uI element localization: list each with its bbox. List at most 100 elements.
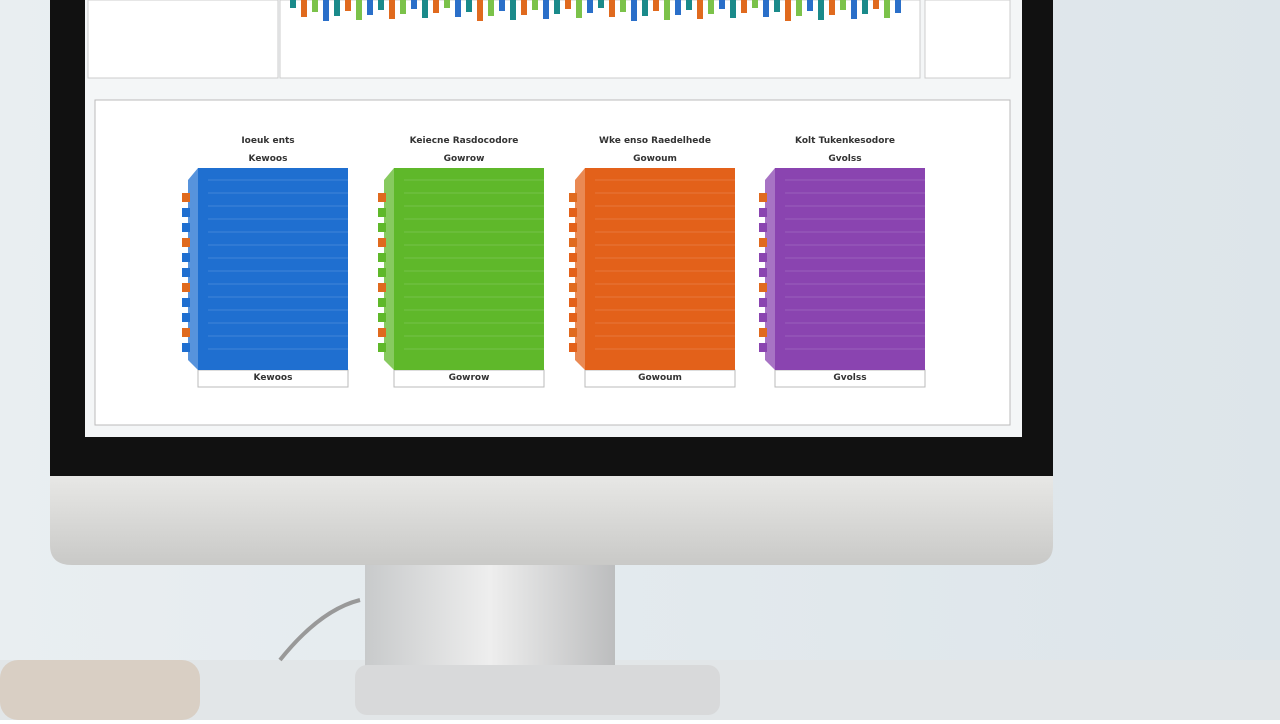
legend-swatch bbox=[182, 268, 190, 277]
box-front bbox=[198, 168, 348, 370]
legend-swatch bbox=[569, 283, 577, 292]
decor-bar bbox=[532, 0, 538, 10]
panel-subtitle: Gvolss bbox=[828, 154, 861, 164]
legend-swatch bbox=[378, 313, 386, 322]
panel-title: Keiecne Rasdocodore bbox=[410, 136, 519, 146]
panel-subtitle: Kewoos bbox=[249, 154, 288, 164]
legend-swatch bbox=[378, 208, 386, 217]
box-front bbox=[585, 168, 735, 370]
decor-bar bbox=[312, 0, 318, 12]
decor-bar bbox=[884, 0, 890, 18]
box-side bbox=[384, 168, 394, 370]
box-front bbox=[775, 168, 925, 370]
cable bbox=[278, 598, 361, 662]
decor-bar bbox=[488, 0, 494, 16]
legend-swatch bbox=[759, 193, 767, 202]
legend-swatch bbox=[759, 268, 767, 277]
legend-swatch bbox=[759, 223, 767, 232]
decor-bar bbox=[741, 0, 747, 13]
decor-bar bbox=[422, 0, 428, 18]
decor-bar bbox=[719, 0, 725, 9]
decor-bar bbox=[763, 0, 769, 17]
decor-bar bbox=[697, 0, 703, 19]
decor-bar bbox=[400, 0, 406, 14]
decor-bar bbox=[477, 0, 483, 21]
stand bbox=[365, 560, 615, 670]
decor-bar bbox=[642, 0, 648, 16]
legend-swatch bbox=[569, 193, 577, 202]
legend-swatch bbox=[378, 238, 386, 247]
decor-bar bbox=[565, 0, 571, 9]
decor-bar bbox=[345, 0, 351, 11]
decor-bar bbox=[301, 0, 307, 17]
decor-bar bbox=[774, 0, 780, 12]
legend-swatch bbox=[569, 253, 577, 262]
legend-swatch bbox=[759, 238, 767, 247]
decor-bar bbox=[290, 0, 296, 8]
decor-bar bbox=[323, 0, 329, 21]
decor-bar bbox=[411, 0, 417, 9]
decor-bar bbox=[851, 0, 857, 19]
sheet-left bbox=[87, 0, 279, 79]
decor-bar bbox=[708, 0, 714, 14]
legend-swatch bbox=[569, 238, 577, 247]
legend-swatch bbox=[182, 193, 190, 202]
panel-title: Kolt Tukenkesodore bbox=[795, 136, 895, 146]
decor-bar bbox=[367, 0, 373, 15]
panel-subtitle: Gowoum bbox=[633, 154, 677, 164]
legend-swatch bbox=[569, 343, 577, 352]
legend-swatch bbox=[182, 313, 190, 322]
decor-bar bbox=[620, 0, 626, 12]
legend-swatch bbox=[182, 328, 190, 337]
legend-swatch bbox=[759, 208, 767, 217]
decor-bar bbox=[840, 0, 846, 10]
decor-bar bbox=[686, 0, 692, 10]
decor-bar bbox=[675, 0, 681, 15]
legend-swatch bbox=[759, 313, 767, 322]
panel-caption: Gowrow bbox=[449, 373, 490, 383]
decor-bar bbox=[587, 0, 593, 13]
decor-bar bbox=[609, 0, 615, 17]
panel-title: Wke enso Raedelhede bbox=[599, 136, 711, 146]
legend-swatch bbox=[182, 208, 190, 217]
legend-swatch bbox=[182, 223, 190, 232]
legend-swatch bbox=[569, 313, 577, 322]
decor-bar bbox=[895, 0, 901, 13]
legend-swatch bbox=[569, 208, 577, 217]
decor-bar bbox=[466, 0, 472, 12]
decor-bar bbox=[862, 0, 868, 14]
panel-caption: Kewoos bbox=[254, 373, 293, 383]
legend-swatch bbox=[378, 343, 386, 352]
decor-bar bbox=[334, 0, 340, 16]
sheet-right bbox=[924, 0, 1011, 79]
decor-bar bbox=[356, 0, 362, 20]
legend-swatch bbox=[569, 328, 577, 337]
legend-swatch bbox=[378, 193, 386, 202]
legend-swatch bbox=[759, 283, 767, 292]
legend-swatch bbox=[378, 223, 386, 232]
legend-swatch bbox=[378, 283, 386, 292]
panel-title: Ioeuk ents bbox=[241, 136, 294, 146]
decor-bar bbox=[543, 0, 549, 19]
legend-swatch bbox=[759, 328, 767, 337]
decor-bar bbox=[499, 0, 505, 11]
panel-caption: Gowoum bbox=[638, 373, 682, 383]
decor-bar bbox=[389, 0, 395, 19]
legend-swatch bbox=[759, 253, 767, 262]
panels: Ioeuk ents Kewoos Kewoos Keiecne Rasdocodor… bbox=[182, 136, 926, 388]
decor-bar bbox=[829, 0, 835, 15]
decor-bar bbox=[598, 0, 604, 8]
legend-swatch bbox=[182, 283, 190, 292]
decor-bar bbox=[785, 0, 791, 21]
legend-swatch bbox=[569, 298, 577, 307]
box-side bbox=[188, 168, 198, 370]
decor-bar bbox=[444, 0, 450, 8]
decor-bar bbox=[521, 0, 527, 15]
legend-swatch bbox=[378, 268, 386, 277]
decor-bar bbox=[653, 0, 659, 11]
decor-bar bbox=[664, 0, 670, 20]
box-front bbox=[394, 168, 544, 370]
cup bbox=[0, 660, 200, 720]
legend-swatch bbox=[759, 343, 767, 352]
